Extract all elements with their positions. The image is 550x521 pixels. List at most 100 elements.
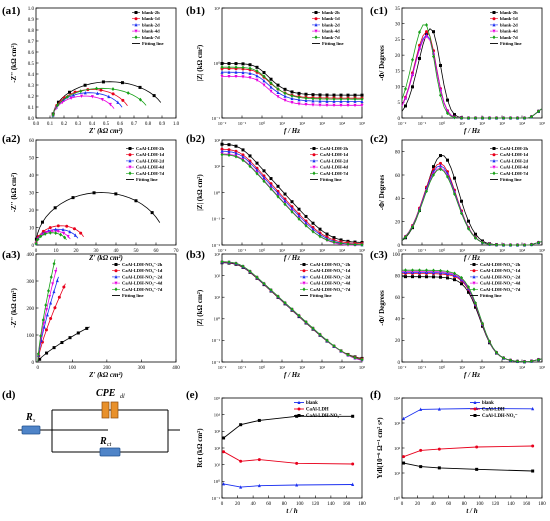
data-point xyxy=(523,243,526,247)
panel-label: (c2) xyxy=(370,133,388,145)
panel-label: (a3) xyxy=(2,249,21,261)
data-point xyxy=(432,54,435,59)
data-point xyxy=(262,175,266,180)
legend-entry: CaAl-LDH-2h xyxy=(136,146,165,151)
data-point xyxy=(509,243,512,247)
x-tick-label: 10⁵ xyxy=(359,365,366,370)
data-point xyxy=(425,189,428,194)
data-point xyxy=(439,93,442,98)
data-point xyxy=(257,458,261,462)
data-point xyxy=(220,142,224,146)
legend-entry: Fitting line xyxy=(310,293,332,298)
y-tick-label: 0.7 xyxy=(28,40,35,45)
x-tick-label: 10⁻² xyxy=(398,248,407,253)
data-point xyxy=(49,275,53,280)
data-point xyxy=(346,97,350,102)
legend-entry: CaAl-LDH-NO₃⁻-2h xyxy=(310,262,351,267)
data-point xyxy=(276,194,280,199)
x-axis-title: f / Hz xyxy=(284,254,300,262)
y-tick-label: 80 xyxy=(395,274,401,279)
y-tick-label: 10⁰ xyxy=(214,190,221,195)
data-point xyxy=(418,30,421,35)
y-tick-label: 0.5 xyxy=(28,62,35,67)
y-tick-label: 15 xyxy=(395,70,401,75)
data-point xyxy=(53,306,57,310)
data-point xyxy=(439,275,442,279)
data-point xyxy=(220,70,224,74)
data-point xyxy=(425,23,428,27)
data-point xyxy=(45,308,49,312)
x-tick-label: 10⁻¹ xyxy=(238,121,247,126)
data-point xyxy=(404,104,407,108)
data-point xyxy=(255,171,259,176)
data-point xyxy=(304,103,308,107)
legend-marker xyxy=(297,400,301,404)
plot-frame xyxy=(221,397,363,499)
data-point xyxy=(269,81,273,85)
data-point xyxy=(481,321,484,326)
x-tick-label: 120 xyxy=(312,502,320,507)
panel-a1: 0.0 0.1 0.2 0.3 0.4 0.5 0.6 0.7 0.8 0.9 1.0 0.0 0.1 0… xyxy=(10,7,180,135)
data-point xyxy=(227,62,231,66)
legend-marker xyxy=(472,263,476,266)
x-tick-label: 60 xyxy=(446,502,452,507)
legend-marker xyxy=(492,165,496,169)
data-point xyxy=(446,276,449,280)
y-tick-label: 80 xyxy=(395,150,401,155)
y-tick-label: 40 xyxy=(29,174,35,179)
data-point xyxy=(283,98,287,103)
data-point xyxy=(411,268,414,273)
data-point xyxy=(34,237,38,241)
data-point xyxy=(346,93,350,97)
x-tick-label: 10² xyxy=(299,248,306,253)
series-line-1 xyxy=(223,451,353,465)
x-tick-label: 0.1 xyxy=(47,122,54,127)
data-point xyxy=(411,275,414,279)
legend-entry: CaAl-LDH-NO₃⁻-7d xyxy=(310,287,351,292)
data-point xyxy=(262,78,266,83)
data-point xyxy=(220,74,224,79)
legend-marker xyxy=(492,153,496,157)
data-point xyxy=(460,199,463,203)
y-tick-label: 0 xyxy=(398,244,401,249)
data-point xyxy=(55,278,59,283)
data-point xyxy=(248,269,252,274)
panel-b2: 10⁻² 10⁻¹ 10⁰ 10¹ 10² 10³ 10⁴ 10⁵ 10⁻² 10⁻¹ 10⁰ 10¹… xyxy=(196,138,365,262)
data-point xyxy=(495,350,498,355)
legend-marker xyxy=(314,11,318,14)
y-tick-label: 20 xyxy=(29,209,35,214)
data-point xyxy=(453,176,456,180)
legend-marker xyxy=(492,147,496,150)
rct-label-sub: ct xyxy=(107,442,112,448)
data-point xyxy=(52,261,56,266)
data-point xyxy=(257,418,261,422)
panel-f: 0 20 40 60 80 100 120 140 160 180 10⁰ 10¹ 10² 10³ 10⁴ t… xyxy=(376,396,546,515)
y-tick-label: 30 xyxy=(29,191,35,196)
data-point xyxy=(48,294,52,299)
x-tick-label: 10⁻² xyxy=(218,121,227,126)
y-tick-label: 300 xyxy=(27,280,35,285)
y-tick-label: 20 xyxy=(395,220,401,225)
data-point xyxy=(276,191,280,195)
panel-a3: 0 100 200 300 400 0 100 200 300 400 Z' (kΩ cm²) -Z'… xyxy=(10,253,180,379)
legend-entry: blank-7d xyxy=(142,35,160,40)
panel-label: (b1) xyxy=(186,5,205,17)
data-point xyxy=(446,98,449,102)
legend-entry: Fitting line xyxy=(480,293,502,298)
data-point xyxy=(255,69,259,73)
data-point xyxy=(318,99,322,103)
y-tick-label: 25 xyxy=(395,38,401,43)
data-point xyxy=(467,290,470,294)
legend-marker xyxy=(128,171,132,176)
y-tick-label: 1.0 xyxy=(28,7,35,12)
data-point xyxy=(111,87,115,91)
data-point xyxy=(537,357,540,362)
legend-entry: blank-4d xyxy=(322,29,340,34)
rs-label: R xyxy=(25,412,33,423)
data-point xyxy=(311,99,315,103)
y-tick-label: 10⁻¹ xyxy=(212,496,221,501)
data-point xyxy=(509,358,512,363)
data-point xyxy=(297,91,301,95)
data-point xyxy=(475,467,479,471)
data-point xyxy=(63,235,67,240)
